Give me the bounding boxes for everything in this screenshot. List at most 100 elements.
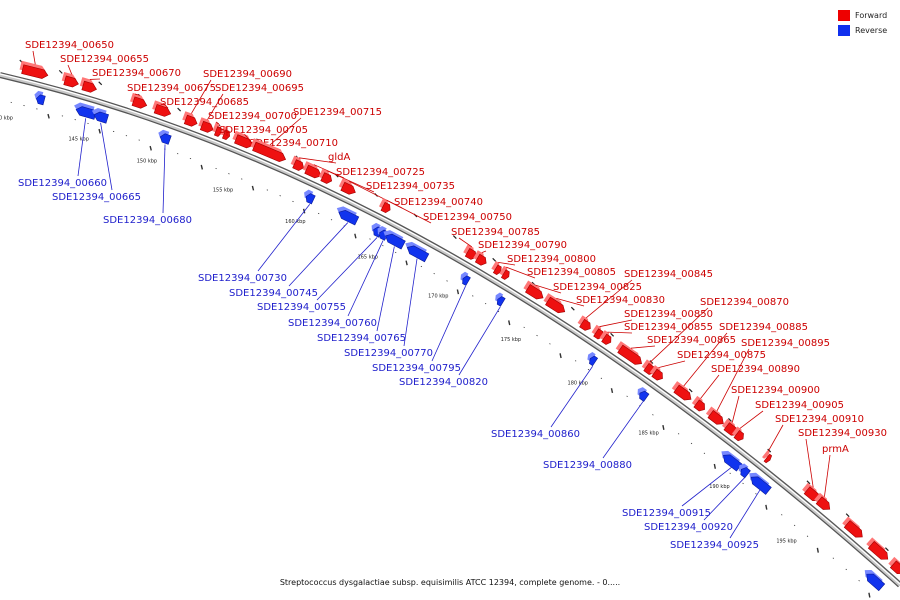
reverse-gene-arrow[interactable] xyxy=(723,454,743,472)
reverse-gene-label[interactable]: SDE12394_00860 xyxy=(491,429,580,440)
forward-gene-label[interactable]: SDE12394_00930 xyxy=(798,428,887,439)
reverse-gene-label[interactable]: SDE12394_00920 xyxy=(644,522,733,533)
forward-gene-label[interactable]: SDE12394_00800 xyxy=(507,254,596,265)
forward-gene-arrow[interactable] xyxy=(222,129,230,141)
reverse-gene-label[interactable]: SDE12394_00925 xyxy=(670,540,759,551)
forward-gene-arrow[interactable] xyxy=(199,120,214,133)
forward-gene-label[interactable]: SDE12394_00890 xyxy=(711,364,800,375)
forward-gene-label[interactable]: SDE12394_00875 xyxy=(677,350,766,361)
forward-gene-label[interactable]: SDE12394_00690 xyxy=(203,69,292,80)
forward-gene-arrow[interactable] xyxy=(815,496,831,510)
reverse-gene-arrow[interactable] xyxy=(36,94,46,106)
reverse-gene-label[interactable]: SDE12394_00665 xyxy=(52,192,141,203)
forward-gene-arrow[interactable] xyxy=(673,384,692,401)
forward-gene-arrow[interactable] xyxy=(601,333,612,345)
forward-gene-label[interactable]: SDE12394_00725 xyxy=(336,167,425,178)
forward-gene-arrow[interactable] xyxy=(464,248,477,260)
forward-gene-label[interactable]: SDE12394_00670 xyxy=(92,68,181,79)
forward-gene-label[interactable]: SDE12394_00650 xyxy=(25,40,114,51)
forward-gene-arrow[interactable] xyxy=(340,181,356,195)
forward-gene-arrow[interactable] xyxy=(545,296,566,314)
forward-gene-label[interactable]: SDE12394_00695 xyxy=(215,83,304,94)
forward-gene-label[interactable]: SDE12394_00910 xyxy=(775,414,864,425)
forward-gene-arrow[interactable] xyxy=(707,410,724,425)
forward-gene-arrow[interactable] xyxy=(843,520,863,538)
reverse-gene-arrow[interactable] xyxy=(639,390,650,402)
reverse-gene-label[interactable]: SDE12394_00745 xyxy=(229,288,318,299)
reverse-gene-arrow[interactable] xyxy=(93,111,109,124)
forward-gene-arrow[interactable] xyxy=(213,126,222,137)
forward-gene-arrow[interactable] xyxy=(183,114,198,127)
reverse-gene-arrow[interactable] xyxy=(385,233,406,250)
reverse-gene-label[interactable]: SDE12394_00820 xyxy=(399,377,488,388)
forward-gene-arrow[interactable] xyxy=(252,141,287,163)
reverse-gene-arrow[interactable] xyxy=(75,106,97,120)
reverse-gene-arrow[interactable] xyxy=(305,193,316,205)
forward-gene-label[interactable]: SDE12394_00705 xyxy=(219,125,308,136)
forward-gene-arrow[interactable] xyxy=(474,253,487,266)
forward-gene-arrow[interactable] xyxy=(131,96,148,109)
reverse-gene-arrow[interactable] xyxy=(338,209,360,226)
forward-gene-arrow[interactable] xyxy=(320,172,333,184)
reverse-gene-arrow[interactable] xyxy=(866,573,886,592)
forward-gene-arrow[interactable] xyxy=(651,368,663,381)
forward-gene-label[interactable]: gldA xyxy=(328,152,350,163)
forward-gene-label[interactable]: SDE12394_00845 xyxy=(624,269,713,280)
reverse-gene-label[interactable]: SDE12394_00730 xyxy=(198,273,287,284)
forward-gene-arrow[interactable] xyxy=(153,103,172,117)
reverse-gene-arrow[interactable] xyxy=(589,355,599,367)
reverse-gene-label[interactable]: SDE12394_00680 xyxy=(103,215,192,226)
forward-gene-label[interactable]: SDE12394_00675 xyxy=(127,83,216,94)
reverse-gene-arrow[interactable] xyxy=(740,467,751,479)
reverse-gene-label[interactable]: SDE12394_00755 xyxy=(257,302,346,313)
forward-gene-arrow[interactable] xyxy=(304,164,322,179)
forward-gene-label[interactable]: SDE12394_00865 xyxy=(647,335,736,346)
forward-gene-arrow[interactable] xyxy=(867,540,889,560)
forward-gene-label[interactable]: SDE12394_00735 xyxy=(366,181,455,192)
reverse-gene-arrow[interactable] xyxy=(159,133,172,145)
forward-gene-arrow[interactable] xyxy=(733,430,744,442)
forward-gene-label[interactable]: SDE12394_00790 xyxy=(478,240,567,251)
forward-gene-label[interactable]: SDE12394_00855 xyxy=(624,322,713,333)
reverse-gene-label[interactable]: SDE12394_00760 xyxy=(288,318,377,329)
forward-gene-arrow[interactable] xyxy=(21,64,49,79)
forward-gene-label[interactable]: SDE12394_00895 xyxy=(741,338,830,349)
forward-gene-label[interactable]: SDE12394_00900 xyxy=(731,385,820,396)
forward-gene-arrow[interactable] xyxy=(693,399,705,412)
forward-gene-arrow[interactable] xyxy=(500,269,510,280)
reverse-gene-label[interactable]: SDE12394_00795 xyxy=(372,363,461,374)
forward-gene-arrow[interactable] xyxy=(63,75,79,88)
forward-gene-arrow[interactable] xyxy=(292,159,304,171)
forward-gene-arrow[interactable] xyxy=(380,201,391,214)
forward-gene-label[interactable]: SDE12394_00715 xyxy=(293,107,382,118)
forward-gene-arrow[interactable] xyxy=(763,453,773,464)
reverse-gene-arrow[interactable] xyxy=(406,245,430,263)
reverse-gene-label[interactable]: SDE12394_00880 xyxy=(543,460,632,471)
forward-gene-label[interactable]: SDE12394_00740 xyxy=(394,197,483,208)
reverse-gene-label[interactable]: SDE12394_00765 xyxy=(317,333,406,344)
forward-gene-label[interactable]: SDE12394_00850 xyxy=(624,309,713,320)
forward-gene-arrow[interactable] xyxy=(81,80,97,93)
forward-gene-label[interactable]: SDE12394_00700 xyxy=(208,111,297,122)
reverse-gene-label[interactable]: SDE12394_00915 xyxy=(622,508,711,519)
forward-gene-label[interactable]: SDE12394_00870 xyxy=(700,297,789,308)
forward-gene-label[interactable]: SDE12394_00805 xyxy=(527,267,616,278)
reverse-gene-label[interactable]: SDE12394_00770 xyxy=(344,348,433,359)
forward-gene-label[interactable]: SDE12394_00750 xyxy=(423,212,512,223)
forward-gene-label[interactable]: SDE12394_00710 xyxy=(249,138,338,149)
reverse-gene-arrow[interactable] xyxy=(496,296,506,307)
reverse-gene-arrow[interactable] xyxy=(462,275,471,286)
forward-gene-arrow[interactable] xyxy=(889,560,900,574)
forward-gene-label[interactable]: SDE12394_00655 xyxy=(60,54,149,65)
reverse-gene-label[interactable]: SDE12394_00660 xyxy=(18,178,107,189)
forward-gene-arrow[interactable] xyxy=(525,284,544,300)
forward-gene-label[interactable]: prmA xyxy=(822,444,849,455)
forward-gene-arrow[interactable] xyxy=(617,344,643,365)
forward-gene-label[interactable]: SDE12394_00885 xyxy=(719,322,808,333)
forward-gene-label[interactable]: SDE12394_00825 xyxy=(553,282,642,293)
forward-gene-label[interactable]: SDE12394_00830 xyxy=(576,295,665,306)
forward-gene-arrow[interactable] xyxy=(579,318,591,331)
forward-gene-label[interactable]: SDE12394_00785 xyxy=(451,227,540,238)
forward-gene-label[interactable]: SDE12394_00685 xyxy=(160,97,249,108)
forward-gene-arrow[interactable] xyxy=(492,264,502,276)
